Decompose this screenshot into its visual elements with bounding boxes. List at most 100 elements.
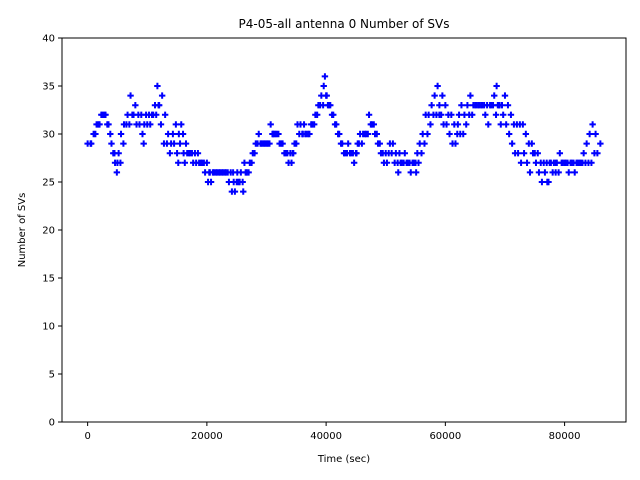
data-point — [350, 159, 358, 166]
data-point — [528, 140, 536, 147]
data-point — [434, 82, 441, 90]
data-point — [113, 169, 121, 176]
data-point — [389, 140, 397, 147]
data-point — [155, 102, 162, 109]
data-point — [492, 111, 500, 118]
data-point — [460, 130, 467, 138]
data-point — [249, 150, 256, 157]
data-point — [437, 111, 445, 118]
data-point — [568, 159, 575, 166]
data-point — [532, 159, 540, 166]
data-point — [504, 102, 512, 109]
data-point — [186, 150, 194, 157]
x-tick-label: 40000 — [310, 431, 342, 442]
data-point — [172, 121, 180, 128]
data-point — [255, 130, 262, 138]
data-point — [419, 130, 426, 138]
data-point — [501, 92, 509, 99]
data-point — [101, 111, 108, 118]
data-point — [225, 178, 233, 186]
x-tick-label: 60000 — [429, 431, 461, 442]
data-point — [111, 159, 119, 166]
data-points — [84, 73, 604, 195]
data-point — [231, 188, 239, 195]
data-point — [383, 159, 391, 166]
data-point — [396, 150, 403, 157]
chart-title: P4-05-all antenna 0 Number of SVs — [239, 17, 450, 31]
data-point — [407, 169, 414, 176]
data-point — [496, 102, 503, 109]
data-point — [468, 111, 476, 118]
data-point — [439, 92, 446, 99]
data-point — [517, 159, 525, 166]
data-point — [467, 92, 474, 99]
data-point — [207, 178, 215, 186]
data-point — [427, 121, 434, 128]
y-tick-label: 15 — [42, 274, 55, 285]
y-tick-label: 40 — [42, 34, 55, 45]
data-point — [147, 121, 154, 128]
data-point — [556, 150, 564, 157]
data-point — [497, 121, 504, 128]
data-point — [161, 111, 169, 118]
data-point — [446, 130, 453, 138]
data-point — [318, 92, 325, 99]
data-point — [347, 150, 355, 157]
data-point — [320, 82, 327, 90]
x-axis-label: Time (sec) — [317, 454, 370, 465]
data-point — [126, 121, 133, 128]
data-point — [562, 159, 569, 166]
data-point — [173, 150, 181, 157]
data-point — [264, 140, 271, 147]
data-point — [198, 159, 206, 166]
data-point — [120, 121, 128, 128]
y-tick-label: 5 — [49, 370, 55, 381]
data-point — [237, 169, 245, 176]
data-point — [589, 121, 596, 128]
data-point — [553, 159, 561, 166]
data-point — [538, 178, 546, 186]
data-point — [425, 111, 432, 118]
y-tick-label: 20 — [42, 226, 55, 237]
data-point — [354, 140, 361, 147]
data-point — [520, 150, 528, 157]
data-point — [169, 130, 177, 138]
data-point — [323, 92, 330, 99]
data-point — [289, 150, 296, 157]
data-point — [235, 178, 242, 186]
data-point — [176, 140, 184, 147]
y-axis: 0 5 10 15 20 25 30 35 40 — [42, 34, 62, 429]
data-point — [178, 121, 185, 128]
data-point — [499, 111, 507, 118]
y-tick-label: 0 — [49, 418, 55, 429]
data-point — [158, 92, 166, 99]
data-point — [166, 150, 174, 157]
data-point — [117, 159, 124, 166]
data-point — [175, 130, 183, 138]
data-point — [416, 140, 423, 147]
data-point — [148, 111, 156, 118]
data-point — [140, 140, 147, 147]
data-point — [240, 188, 247, 195]
data-point — [291, 140, 298, 147]
data-point — [282, 150, 289, 157]
data-point — [124, 111, 131, 118]
data-point — [431, 92, 438, 99]
data-point — [594, 150, 601, 157]
data-point — [529, 150, 537, 157]
data-point — [545, 178, 552, 186]
data-point — [583, 140, 590, 147]
data-point — [580, 150, 587, 157]
data-point — [330, 111, 337, 118]
x-axis: 0 20000 40000 60000 80000 — [84, 422, 580, 442]
y-tick-label: 35 — [42, 82, 55, 93]
data-point — [104, 121, 111, 128]
data-point — [252, 140, 259, 147]
data-point — [508, 140, 516, 147]
data-point — [436, 102, 443, 109]
x-tick-label: 20000 — [191, 431, 223, 442]
data-point — [535, 169, 543, 176]
data-point — [336, 130, 343, 138]
